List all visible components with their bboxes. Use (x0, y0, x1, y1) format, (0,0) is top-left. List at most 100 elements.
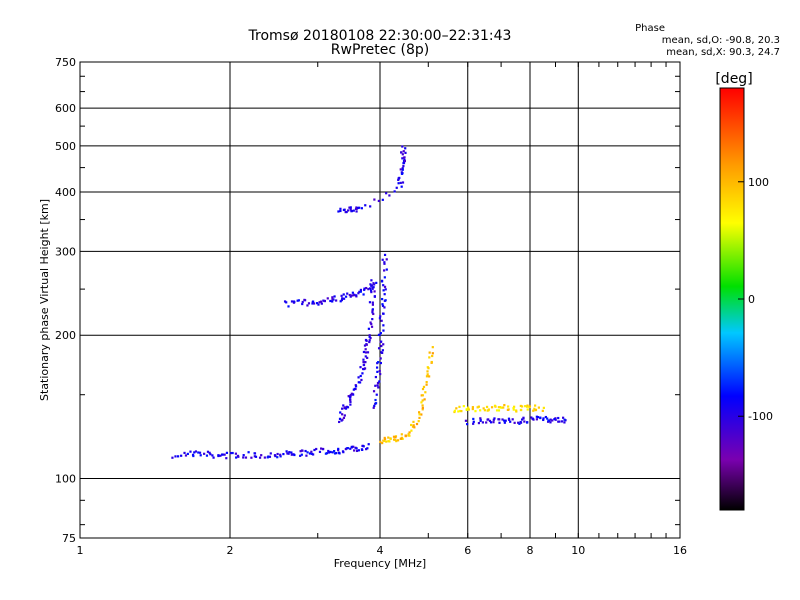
trace-point (353, 449, 356, 452)
trace-point (312, 300, 315, 303)
trace-point (373, 404, 376, 408)
stats-heading: Phase (635, 23, 665, 34)
trace-point (360, 378, 363, 382)
trace-point (365, 448, 368, 451)
trace-point (502, 406, 505, 409)
trace-point (349, 206, 352, 209)
trace-point (318, 301, 321, 304)
trace-point (400, 437, 403, 440)
trace-point (307, 302, 311, 305)
trace-point (345, 210, 348, 214)
trace-point (306, 451, 309, 454)
trace-point (171, 456, 174, 459)
trace-point (551, 419, 554, 422)
trace-point (376, 384, 379, 387)
trace-point (363, 344, 367, 347)
trace-point (520, 418, 524, 421)
trace-point (339, 411, 342, 414)
trace-point (317, 303, 320, 306)
trace-point (192, 454, 195, 458)
trace-point (410, 429, 413, 432)
trace-point (339, 207, 342, 210)
trace-point (371, 286, 374, 290)
trace-point (368, 339, 371, 342)
trace-point (525, 421, 529, 424)
trace-point (512, 407, 515, 410)
trace-point (472, 417, 475, 421)
trace-point (352, 445, 355, 448)
trace-point (428, 351, 431, 354)
trace-point (526, 408, 529, 411)
axes: 1 2 4 6 8 10 16 75 100 200 300 400 500 600 750 (55, 56, 687, 557)
trace-point (546, 420, 550, 423)
trace-point (474, 410, 477, 413)
trace-point (342, 404, 345, 407)
trace-point (392, 438, 396, 441)
trace-point (292, 300, 296, 303)
trace-point (383, 285, 387, 288)
trace-point (380, 279, 384, 282)
trace-point (402, 161, 406, 165)
trace-point (301, 300, 304, 304)
trace-point (342, 451, 345, 454)
x-tick-label: 10 (571, 544, 585, 557)
trace-point (395, 440, 398, 443)
trace-point (344, 448, 347, 451)
trace-point (511, 418, 514, 421)
trace-point (377, 361, 380, 364)
trace-point (383, 253, 387, 257)
trace-point (337, 451, 341, 454)
trace-point (279, 455, 282, 458)
trace-point (342, 416, 346, 419)
trace-point (541, 409, 544, 412)
y-tick-label: 300 (55, 245, 76, 258)
trace-point (375, 393, 378, 396)
trace-point (352, 393, 355, 396)
trace-point (400, 185, 403, 188)
trace-point (466, 423, 469, 426)
trace-point (467, 406, 470, 409)
trace-point (476, 406, 479, 409)
trace-point (401, 168, 404, 171)
trace-point (362, 360, 365, 364)
trace-point (225, 457, 228, 460)
trace-point (355, 449, 359, 453)
trace-point (394, 436, 397, 439)
trace-point (384, 299, 387, 302)
trace-point (371, 303, 374, 306)
trace-point (526, 405, 529, 408)
y-tick-label: 200 (55, 329, 76, 342)
trace-point (425, 383, 428, 386)
trace-point (379, 372, 382, 376)
trace-point (315, 447, 318, 451)
trace-point (205, 454, 209, 457)
trace-point (359, 374, 362, 378)
trace-point (401, 157, 404, 160)
trace-point (203, 452, 206, 455)
trace-point (217, 454, 220, 457)
trace-point (394, 438, 397, 442)
trace-point (329, 299, 332, 303)
trace-point (199, 454, 202, 457)
trace-point (519, 408, 523, 412)
colorbar-tick-label: -100 (748, 410, 773, 423)
trace-point (560, 420, 564, 423)
trace-point (362, 293, 365, 296)
trace-point (532, 409, 535, 412)
trace-point (363, 288, 366, 291)
trace-point (397, 182, 400, 185)
y-axis-label: Stationary phase Virtual Height [km] (38, 199, 51, 401)
trace-point (293, 453, 296, 457)
trace-point (348, 293, 351, 297)
trace-point (530, 416, 533, 419)
trace-point (347, 209, 350, 212)
trace-point (493, 404, 497, 407)
trace-point (303, 298, 306, 302)
trace-point (383, 437, 387, 441)
y-tick-label: 750 (55, 56, 76, 69)
trace-point (369, 283, 372, 286)
trace-point (299, 454, 302, 457)
trace-point (263, 456, 266, 459)
trace-point (464, 419, 468, 422)
trace-point (242, 454, 245, 457)
